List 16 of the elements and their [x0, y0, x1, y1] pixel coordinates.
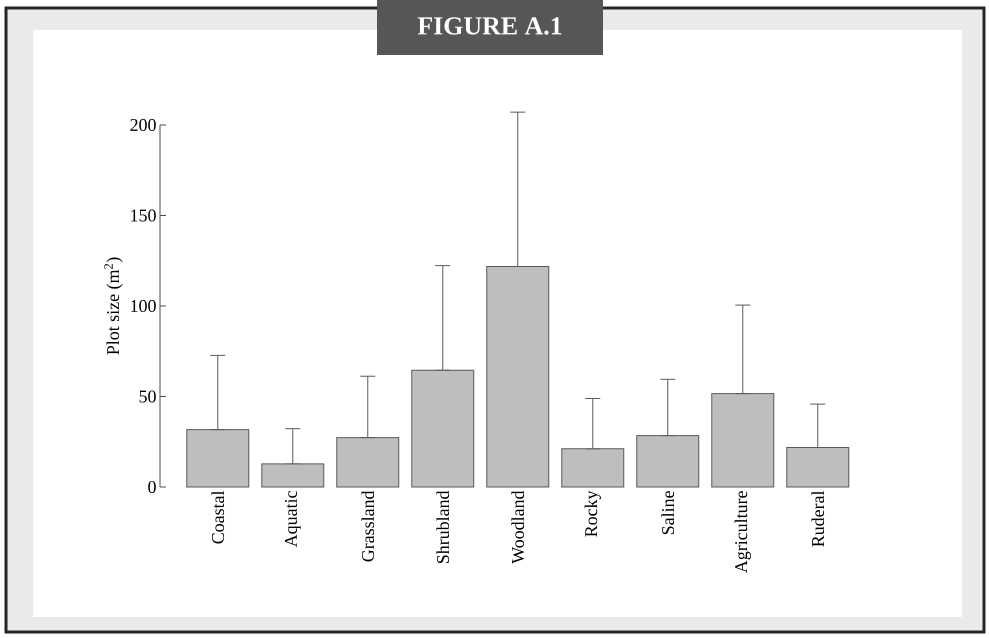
y-tick-label: 0 — [148, 480, 156, 494]
y-tick-label: 50 — [140, 390, 156, 403]
x-tick-label: Ruderal — [811, 490, 824, 547]
x-tick-label: Coastal — [211, 490, 224, 544]
y-axis-title: Plot size (m$^{2}$) — [104, 258, 123, 355]
x-tick-label: Woodland — [511, 490, 524, 564]
y-tick-label: 200 — [130, 118, 156, 132]
chart-title: FIGURE A.1 — [418, 17, 562, 35]
x-tick-label: Rocky — [584, 490, 601, 537]
x-tick-label: Agriculture — [734, 491, 751, 573]
x-tick-label: Saline — [661, 491, 674, 534]
x-tick-label: Aquatic — [284, 491, 301, 548]
y-tick-label: 100 — [131, 300, 156, 312]
y-tick-label: 150 — [131, 209, 156, 222]
x-tick-label: Grassland — [361, 490, 374, 562]
x-tick-label: Shrubland — [436, 490, 450, 564]
